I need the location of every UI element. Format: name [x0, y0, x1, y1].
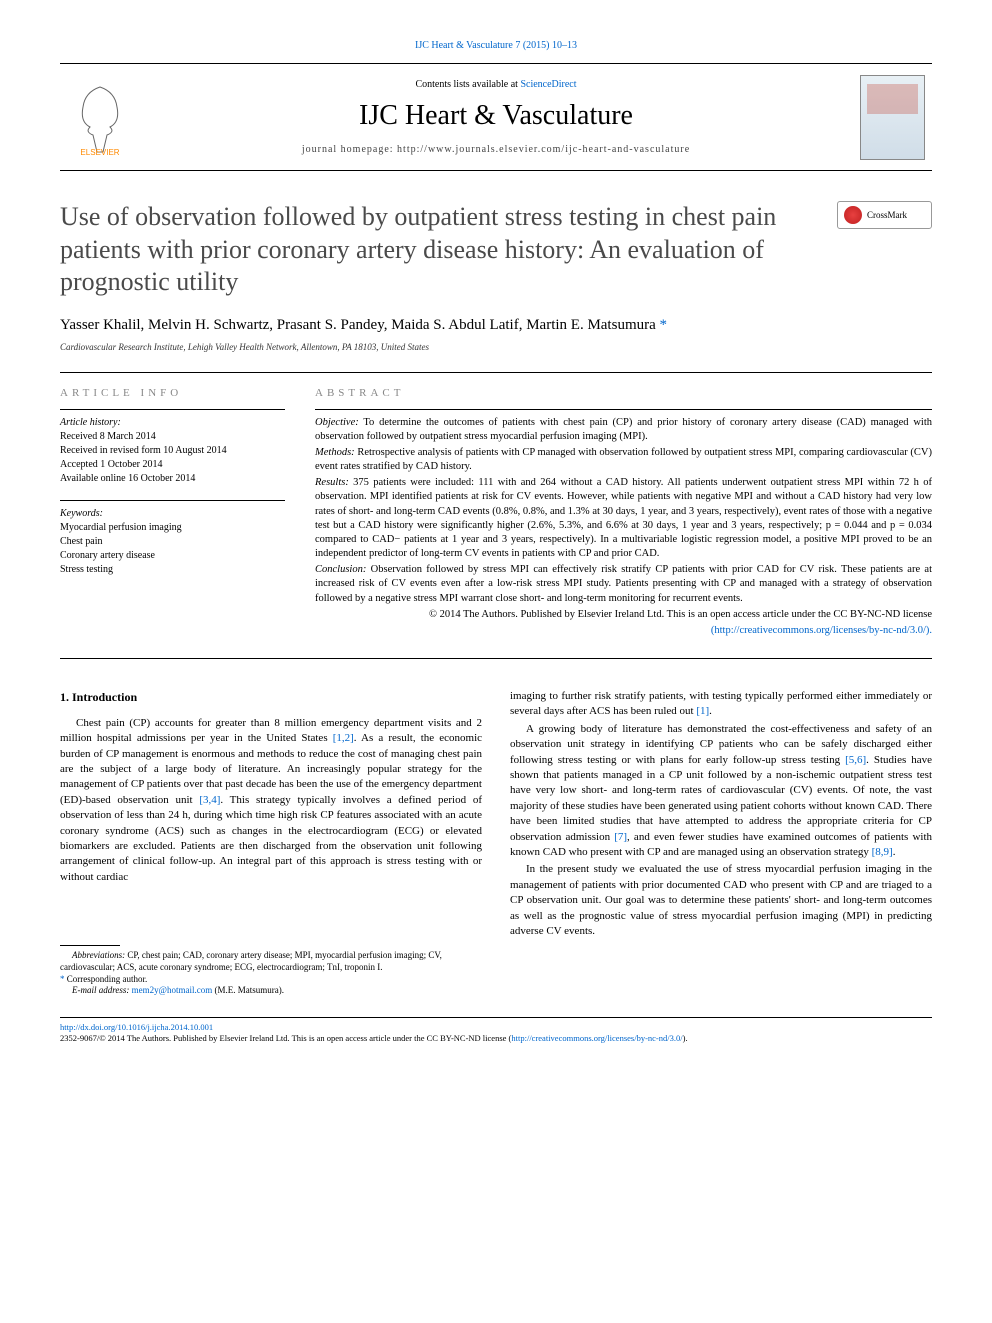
- elsevier-logo: ELSEVIER: [60, 72, 140, 162]
- doi-link[interactable]: http://dx.doi.org/10.1016/j.ijcha.2014.1…: [60, 1022, 213, 1032]
- intro-para-4: In the present study we evaluated the us…: [510, 862, 932, 939]
- top-citation: IJC Heart & Vasculature 7 (2015) 10–13: [60, 40, 932, 51]
- authors-line: Yasser Khalil, Melvin H. Schwartz, Prasa…: [60, 317, 932, 334]
- crossmark-icon: [844, 206, 862, 224]
- article-info-label: article info: [60, 387, 285, 399]
- footnotes: Abbreviations: CP, chest pain; CAD, coro…: [60, 950, 482, 997]
- ref-link-7[interactable]: [7]: [614, 831, 627, 843]
- journal-cover-thumb: [852, 72, 932, 162]
- affiliation: Cardiovascular Research Institute, Lehig…: [60, 342, 932, 352]
- corresponding-star-icon: *: [660, 317, 668, 333]
- keywords-block: Keywords: Myocardial perfusion imaging C…: [60, 507, 285, 577]
- journal-homepage: journal homepage: http://www.journals.el…: [140, 144, 852, 155]
- crossmark-badge[interactable]: CrossMark: [837, 201, 932, 229]
- tree-icon: ELSEVIER: [65, 77, 135, 157]
- contents-line: Contents lists available at ScienceDirec…: [140, 79, 852, 90]
- journal-name: IJC Heart & Vasculature: [140, 100, 852, 132]
- ref-link-3-4[interactable]: [3,4]: [199, 794, 220, 806]
- ref-link-8-9[interactable]: [8,9]: [872, 846, 893, 858]
- abstract-label: abstract: [315, 387, 932, 399]
- article-history: Article history: Received 8 March 2014 R…: [60, 416, 285, 486]
- license-link[interactable]: (http://creativecommons.org/licenses/by-…: [711, 625, 932, 636]
- intro-para-3: A growing body of literature has demonst…: [510, 722, 932, 861]
- sciencedirect-link[interactable]: ScienceDirect: [520, 79, 576, 90]
- crossmark-label: CrossMark: [867, 210, 907, 220]
- abstract-text: Objective: To determine the outcomes of …: [315, 416, 932, 639]
- citation-link[interactable]: IJC Heart & Vasculature 7 (2015) 10–13: [415, 40, 577, 51]
- email-link[interactable]: mem2y@hotmail.com: [132, 985, 213, 995]
- ref-link-5-6[interactable]: [5,6]: [845, 754, 866, 766]
- intro-para-1: Chest pain (CP) accounts for greater tha…: [60, 716, 482, 885]
- bottom-bar: http://dx.doi.org/10.1016/j.ijcha.2014.1…: [60, 1017, 932, 1044]
- ref-link-1[interactable]: [1]: [696, 705, 709, 717]
- svg-text:ELSEVIER: ELSEVIER: [80, 148, 119, 157]
- masthead: ELSEVIER Contents lists available at Sci…: [60, 63, 932, 171]
- section-1-heading: 1. Introduction: [60, 689, 482, 706]
- ref-link-1-2[interactable]: [1,2]: [333, 732, 354, 744]
- intro-para-2: imaging to further risk stratify patient…: [510, 689, 932, 720]
- star-icon: *: [60, 974, 65, 984]
- footnote-separator: [60, 945, 120, 946]
- bottom-license-link[interactable]: http://creativecommons.org/licenses/by-n…: [511, 1033, 682, 1043]
- article-title: Use of observation followed by outpatien…: [60, 201, 837, 299]
